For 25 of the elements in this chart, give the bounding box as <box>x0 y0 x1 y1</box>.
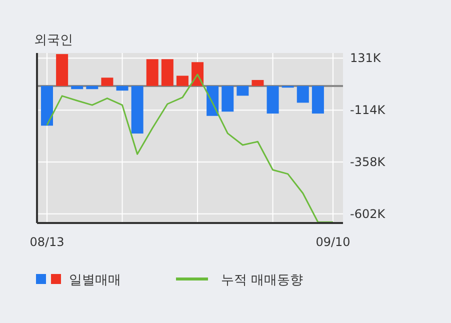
bar <box>161 59 174 86</box>
bar <box>116 86 128 91</box>
bar <box>236 86 249 96</box>
bar <box>296 86 309 103</box>
bar <box>131 86 144 134</box>
bar <box>71 86 84 90</box>
bar <box>266 86 279 114</box>
bar <box>312 86 324 114</box>
bar <box>101 78 114 86</box>
bar <box>86 86 98 90</box>
bar <box>176 76 188 86</box>
bar <box>252 80 264 86</box>
y-tick-label: -358K <box>350 155 386 170</box>
y-tick-label: -602K <box>350 206 386 221</box>
legend-label: 누적 매매동향 <box>221 273 304 288</box>
bar <box>56 54 68 86</box>
chart-title: 외국인 <box>34 33 73 48</box>
x-tick-label: 09/10 <box>316 235 350 249</box>
y-tick-label: 131K <box>350 51 382 66</box>
bar <box>41 86 53 126</box>
bar <box>146 59 158 86</box>
y-tick-label: -114K <box>350 103 386 118</box>
x-tick-label: 08/13 <box>30 235 64 249</box>
bar <box>222 86 234 112</box>
legend-label: 일별매매 <box>69 273 121 288</box>
